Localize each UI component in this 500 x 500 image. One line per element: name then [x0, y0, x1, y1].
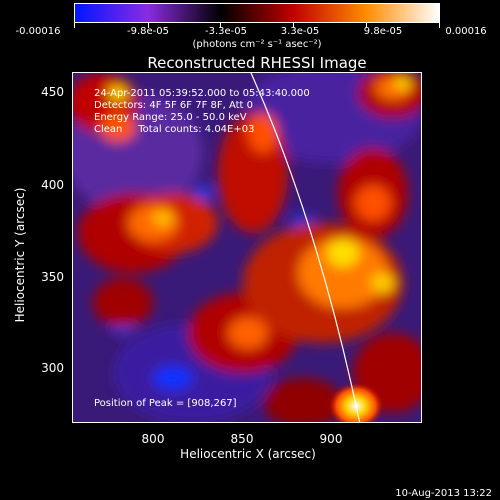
rhessi-image: [72, 72, 422, 423]
x-tick-label: 800: [141, 432, 165, 446]
y-axis-label: Heliocentric Y (arcsec): [13, 187, 27, 323]
colorbar-label: 0.00016: [445, 26, 487, 37]
colorbar: [74, 3, 440, 23]
x-axis-label: Heliocentric X (arcsec): [180, 447, 316, 461]
y-tick-label: 350: [41, 270, 64, 284]
rhessi-image-svg: [73, 73, 421, 422]
peak-position-text: Position of Peak = [908,267]: [94, 398, 237, 409]
colorbar-tick: [148, 22, 149, 28]
detectors-text: Detectors: 4F 5F 6F 7F 8F, Att 0: [94, 100, 254, 111]
colorbar-label: 3.3e-05: [280, 26, 320, 37]
y-tick-label: 450: [41, 85, 64, 99]
colorbar-tick: [74, 22, 75, 28]
x-tick-label: 900: [319, 432, 343, 446]
x-tick-label: 850: [230, 432, 254, 446]
colorbar-tick: [366, 22, 367, 28]
colorbar-tick: [220, 22, 221, 28]
colorbar-label: -9.8e-05: [127, 26, 169, 37]
time-range-text: 24-Apr-2011 05:39:52.000 to 05:43:40.000: [94, 88, 310, 99]
plot-date: 10-Aug-2013 13:22: [395, 488, 492, 499]
energy-range-text: Energy Range: 25.0 - 50.0 keV: [94, 112, 247, 123]
clean-counts-text: Clean Total counts: 4.04E+03: [94, 124, 255, 135]
colorbar-label: -3.3e-05: [205, 26, 247, 37]
y-tick-label: 300: [41, 361, 64, 375]
image-title: Reconstructed RHESSI Image: [147, 54, 367, 72]
colorbar-tick: [439, 22, 440, 28]
colorbar-label: -0.00016: [15, 26, 61, 37]
peak-source: [328, 382, 384, 422]
colorbar-units: (photons cm⁻² s⁻¹ asec⁻²): [192, 39, 322, 50]
colorbar-tick: [293, 22, 294, 28]
colorbar-label: 9.8e-05: [363, 26, 403, 37]
solar-limb-line: [250, 73, 361, 422]
y-tick-label: 400: [41, 178, 64, 192]
